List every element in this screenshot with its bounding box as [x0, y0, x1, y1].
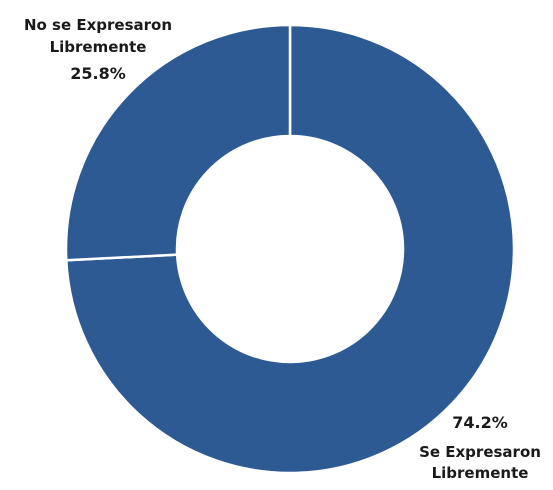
slice-label-no-libremente-line1: No se Expresaron — [24, 16, 172, 34]
slice-no-se-expresaron-libremente — [64, 23, 292, 262]
slice-value-se-libremente: 74.2% — [452, 413, 508, 432]
slice-se-expresaron-libremente — [64, 23, 516, 475]
slice-label-se-libremente-line2: Libremente — [432, 464, 529, 482]
slice-label-no-libremente-line2: Libremente — [50, 38, 147, 56]
slice-value-no-libremente: 25.8% — [70, 64, 126, 83]
slice-label-se-libremente-line1: Se Expresaron — [419, 443, 541, 461]
donut-slices — [64, 23, 516, 475]
